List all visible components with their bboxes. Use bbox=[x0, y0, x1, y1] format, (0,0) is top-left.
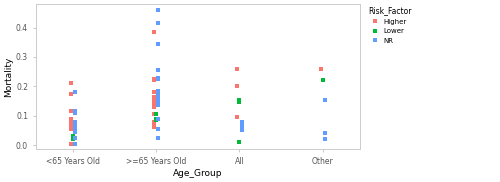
Y-axis label: Mortality: Mortality bbox=[4, 57, 13, 97]
X-axis label: Age_Group: Age_Group bbox=[173, 169, 222, 178]
Legend: Higher, Lower, NR: Higher, Lower, NR bbox=[366, 5, 413, 45]
